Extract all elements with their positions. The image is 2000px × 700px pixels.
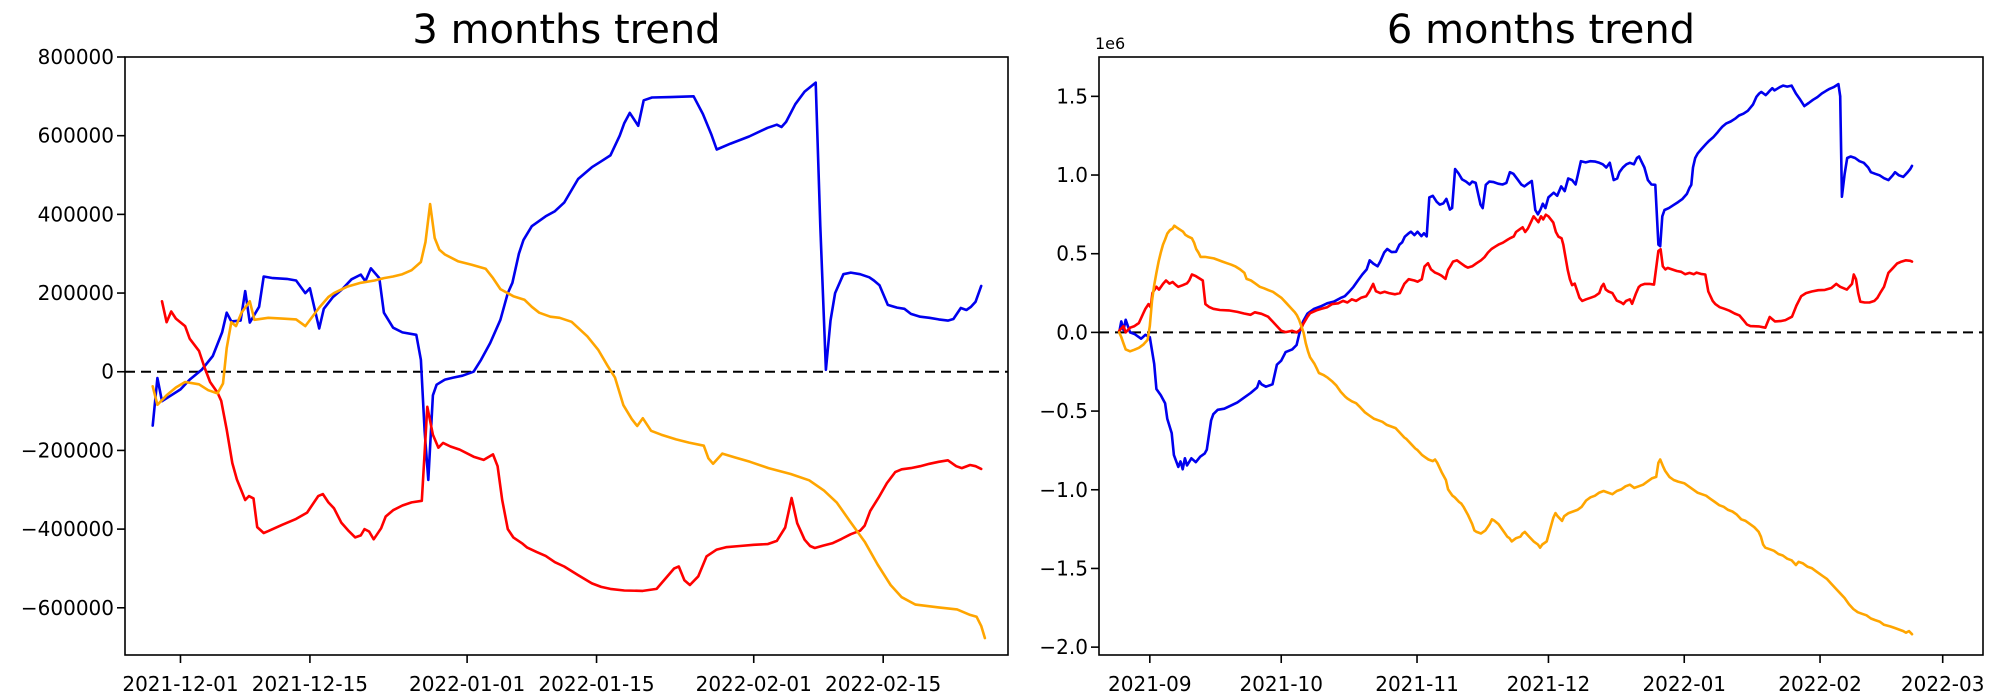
y-tick-label: −2.0 [1039,635,1088,659]
y-tick-label: 0.5 [1056,242,1088,266]
y-tick-label: 600000 [38,124,114,148]
x-tick-label: 2021-10 [1239,672,1323,696]
plot-border [124,56,1009,656]
x-tick-label: 2022-02-15 [825,672,941,696]
y-tick-label: −400000 [21,517,114,541]
y-tick-label: −1.0 [1039,478,1088,502]
y-tick-label: 1.5 [1056,84,1088,108]
series-line-red [1117,213,1914,334]
x-tick-label: 2021-09 [1108,672,1192,696]
series-line-blue [1117,82,1914,471]
y-tick-label: 800000 [38,45,114,69]
x-tick-label: 2022-01-15 [538,672,654,696]
y-tick-label: −0.5 [1039,399,1088,423]
chart-title: 6 months trend [1387,7,1695,53]
x-tick-label: 2022-02-01 [696,672,812,696]
series-line-blue [151,81,983,482]
plot-border [1098,56,1984,656]
y-tick-label: 200000 [38,281,114,305]
y-tick-label: 1.0 [1056,163,1088,187]
x-tick-label: 2022-03 [1901,672,1985,696]
series-line-red [160,299,983,593]
series-line-orange [1117,224,1914,636]
x-tick-label: 2021-12-01 [122,672,238,696]
series-line-orange [151,202,987,640]
chart-6-months-trend: 6 months trend 1.5 1.0 0.5 0.0 −0.5 −1.0 −1.5 −2… [1039,7,1984,696]
chart-3-months-trend: 3 months trend 800000 600000 400000 200000 0 −… [21,7,1009,696]
x-tick-label: 2022-01-01 [409,672,525,696]
y-tick-label: −1.5 [1039,556,1088,580]
x-tick-label: 2021-11 [1375,672,1459,696]
x-tick-label: 2021-12-15 [252,672,368,696]
y-tick-label: −200000 [21,438,114,462]
x-tick-label: 2022-01 [1642,672,1726,696]
y-axis-offset-label: 1e6 [1095,34,1125,53]
y-tick-label: 400000 [38,202,114,226]
y-tick-label: 0.0 [1056,320,1088,344]
y-tick-label: −600000 [21,596,114,620]
chart-title: 3 months trend [412,7,720,53]
y-tick-label: 0 [101,360,114,384]
x-tick-label: 2021-12 [1507,672,1591,696]
x-tick-label: 2022-02 [1778,672,1862,696]
